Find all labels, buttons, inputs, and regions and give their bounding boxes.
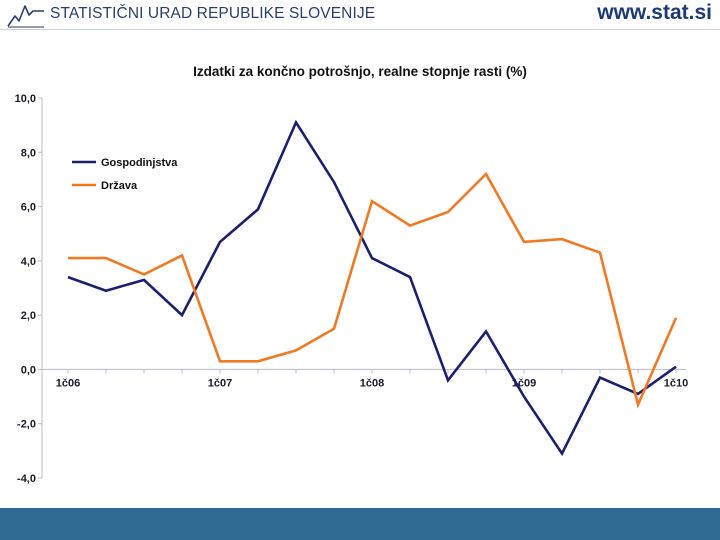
y-tick-label: 8,0: [21, 147, 36, 159]
y-tick-label: 2,0: [21, 310, 36, 322]
y-tick-label: 10,0: [15, 93, 36, 105]
x-tick-label: 1č10: [664, 377, 688, 389]
header-bar: STATISTIČNI URAD REPUBLIKE SLOVENIJE www…: [0, 0, 720, 30]
y-tick-label: 4,0: [21, 256, 36, 268]
series-layer: [67, 119, 678, 457]
y-tick-label: -4,0: [17, 473, 36, 485]
x-tick-label: 1č08: [360, 377, 384, 389]
y-axis: -4,0 -2,0 0,0 2,0 4,0 6,0 8,0 10,0: [15, 93, 43, 485]
organization-name: STATISTIČNI URAD REPUBLIKE SLOVENIJE: [50, 5, 376, 22]
footer-bar: [0, 508, 720, 540]
chart-legend: Gospodinjstva Država: [72, 157, 178, 192]
x-tick-label: 1č06: [56, 377, 80, 389]
y-tick-label: 0,0: [21, 364, 36, 376]
legend-label: Gospodinjstva: [101, 157, 178, 169]
stat-logo-icon: [7, 5, 44, 28]
website-link[interactable]: www.stat.si: [597, 1, 712, 24]
y-tick-label: 6,0: [21, 202, 36, 214]
chart-title: Izdatki za končno potrošnjo, realne stop…: [193, 64, 527, 79]
legend-label: Država: [101, 180, 138, 192]
header-divider: [0, 29, 720, 30]
x-axis: 1č06 1č07 1č08 1č09 1č10: [42, 368, 688, 389]
x-tick-label: 1č07: [208, 377, 232, 389]
y-tick-label: -2,0: [17, 419, 36, 431]
series-line-households: [67, 119, 677, 457]
line-chart: Izdatki za končno potrošnjo, realne stop…: [15, 64, 689, 485]
